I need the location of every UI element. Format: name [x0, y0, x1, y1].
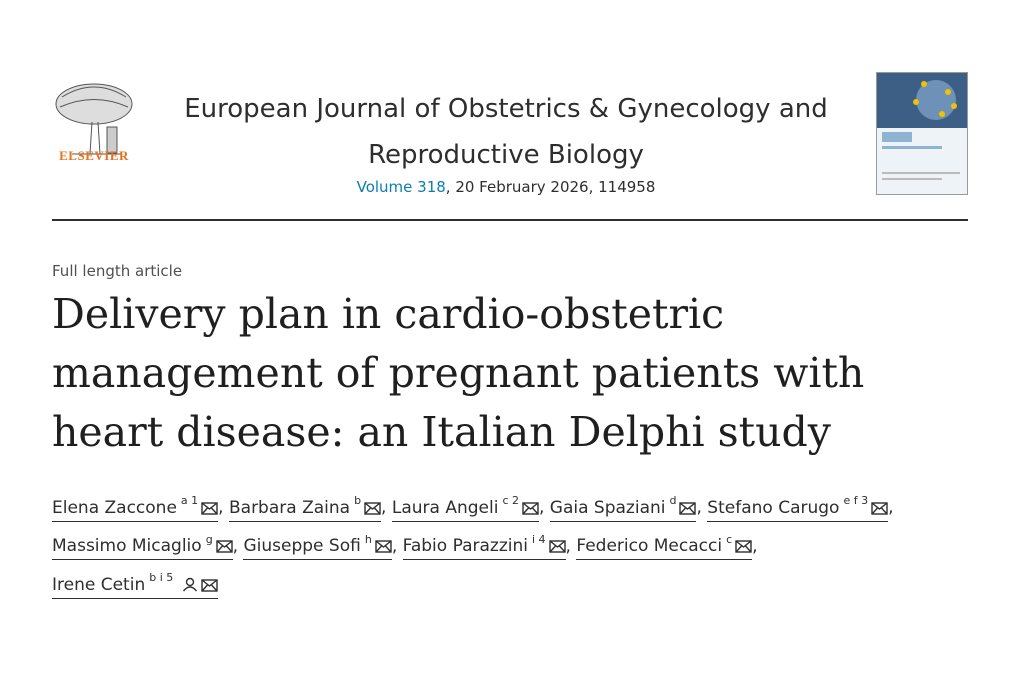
- separator: ,: [218, 497, 224, 518]
- author-affiliation: g: [205, 532, 213, 546]
- journal-cover[interactable]: [876, 72, 968, 195]
- author[interactable]: Elena Zaccone a 1: [52, 494, 219, 522]
- author[interactable]: Massimo Micaglio g: [52, 532, 233, 561]
- author[interactable]: Fabio Parazzini i 4: [402, 532, 566, 561]
- author-name[interactable]: Barbara Zaina: [228, 497, 351, 518]
- volume-details: , 20 February 2026, 114958: [445, 178, 656, 196]
- author-affiliation: c: [726, 532, 733, 546]
- author[interactable]: Giuseppe Sofi h: [243, 532, 392, 561]
- email-icon[interactable]: [375, 540, 392, 554]
- author-affiliation: c 2: [502, 494, 519, 507]
- author-name[interactable]: Laura Angeli: [391, 497, 499, 518]
- author-affiliation: i 4: [531, 532, 546, 546]
- author-affiliation: d: [669, 494, 677, 507]
- author-list: Elena Zaccone a 1, Barbara Zaina b, Laura …: [52, 486, 902, 602]
- author-name[interactable]: Giuseppe Sofi: [243, 536, 361, 557]
- author-affiliation: b: [354, 494, 362, 507]
- email-icon[interactable]: [215, 540, 233, 554]
- email-icon[interactable]: [871, 501, 888, 515]
- separator: ,: [752, 536, 758, 557]
- separator: ,: [381, 497, 387, 518]
- separator: ,: [696, 497, 702, 518]
- author-affiliation: e f 3: [843, 494, 869, 507]
- article-type: Full length article: [52, 262, 183, 280]
- separator: ,: [391, 536, 398, 557]
- email-icon[interactable]: [735, 540, 752, 554]
- elsevier-logo: [55, 83, 133, 155]
- author-name[interactable]: Elena Zaccone: [52, 497, 177, 518]
- author-name[interactable]: Federico Mecacci: [576, 536, 723, 557]
- publisher: ELSEVIER: [59, 148, 129, 163]
- author-name[interactable]: Stefano Carugo: [707, 497, 840, 518]
- email-icon[interactable]: [200, 579, 218, 592]
- email-icon[interactable]: [679, 501, 697, 515]
- author-name[interactable]: Massimo Micaglio: [52, 536, 202, 557]
- separator: ,: [888, 497, 894, 518]
- separator: ,: [538, 497, 545, 518]
- author[interactable]: Barbara Zaina b: [228, 494, 382, 522]
- author[interactable]: Stefano Carugo e f 3: [707, 494, 889, 522]
- author-name[interactable]: Gaia Spaziani: [549, 497, 666, 518]
- email-icon[interactable]: [364, 501, 381, 515]
- email-icon[interactable]: [201, 501, 218, 515]
- header-rule: [52, 219, 968, 221]
- author[interactable]: Gaia Spaziani d: [549, 494, 697, 522]
- person-icon[interactable]: [182, 577, 198, 592]
- email-icon[interactable]: [522, 501, 539, 515]
- author[interactable]: Federico Mecacci c: [576, 532, 753, 561]
- author-affiliation: h: [364, 532, 372, 546]
- author[interactable]: Irene Cetin b i 5: [52, 571, 218, 599]
- volume-link[interactable]: Volume 318: [356, 178, 446, 196]
- author[interactable]: Laura Angeli c 2: [391, 494, 539, 522]
- separator: ,: [232, 536, 239, 557]
- author-name[interactable]: Fabio Parazzini: [402, 536, 528, 557]
- author-affiliation: b i 5: [149, 571, 174, 585]
- author-name[interactable]: Irene Cetin: [52, 574, 146, 595]
- author-affiliation: a 1: [180, 494, 199, 507]
- volume-info: Volume 318, 20 February 2026, 114958: [170, 178, 842, 196]
- email-icon[interactable]: [548, 540, 566, 554]
- article-title: Delivery plan in cardio-obstetric manage…: [52, 290, 865, 456]
- separator: ,: [565, 536, 571, 557]
- journal-title[interactable]: European Journal of Obstetrics & Gynecol…: [184, 94, 828, 170]
